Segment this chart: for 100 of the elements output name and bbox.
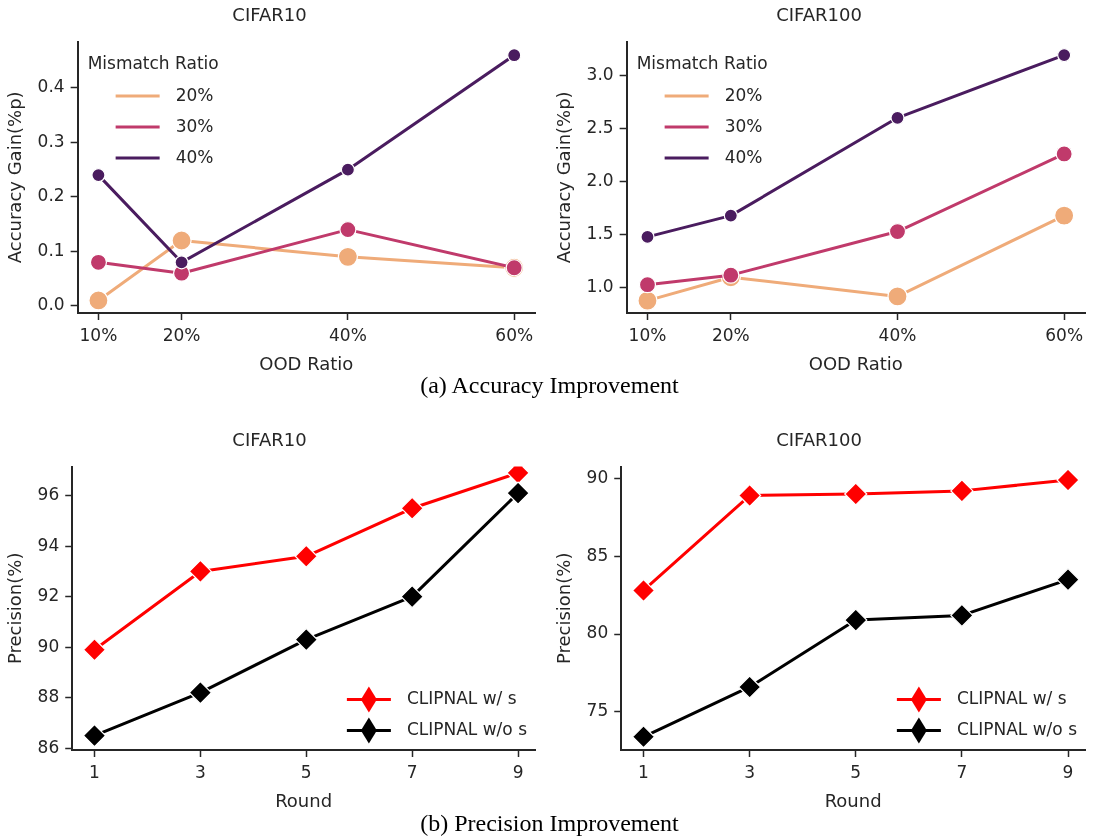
point <box>738 675 762 699</box>
x-tick-label: 5 <box>850 761 862 782</box>
y-tick-label: 85 <box>586 544 609 565</box>
legend-label: 20% <box>175 84 214 105</box>
y-tick-label: 2.5 <box>586 116 614 137</box>
y-tick-label: 0.1 <box>37 239 65 260</box>
x-axis-title: OOD Ratio <box>808 352 903 374</box>
point <box>844 482 868 506</box>
y-axis-title: Precision(%) <box>4 552 26 665</box>
point <box>890 110 905 125</box>
legend-title: Mismatch Ratio <box>87 52 219 73</box>
point <box>400 496 424 520</box>
x-tick-label: 1 <box>638 761 649 782</box>
point <box>1054 205 1075 226</box>
y-tick-label: 92 <box>37 585 60 606</box>
chart-title: CIFAR100 <box>776 4 862 26</box>
point <box>400 585 424 609</box>
y-axis-title: Accuracy Gain(%p) <box>4 91 26 264</box>
point <box>1055 145 1073 163</box>
point <box>637 290 658 311</box>
x-tick-label: 7 <box>956 761 968 782</box>
y-tick-label: 2.0 <box>586 170 614 191</box>
text: (a) Accuracy Improvement <box>419 372 680 399</box>
point <box>888 222 907 241</box>
x-tick-label: 20% <box>162 324 201 345</box>
y-tick-label: 75 <box>586 700 609 721</box>
point <box>844 608 868 632</box>
y-tick-label: 0.0 <box>37 294 65 315</box>
point <box>950 603 974 627</box>
chart-title: CIFAR10 <box>232 429 307 451</box>
y-tick-label: 80 <box>586 622 609 643</box>
x-tick-label: 1 <box>89 761 100 782</box>
x-tick-label: 3 <box>744 761 756 782</box>
point <box>89 253 108 271</box>
x-tick-label: 60% <box>1045 324 1084 345</box>
x-tick-label: 20% <box>711 324 750 345</box>
y-tick-label: 0.2 <box>37 185 65 206</box>
point <box>1056 567 1080 592</box>
y-tick-label: 0.3 <box>37 130 65 151</box>
point <box>631 725 656 749</box>
y-axis-title: Accuracy Gain(%p) <box>553 91 575 264</box>
point <box>631 578 656 603</box>
point <box>82 724 107 748</box>
legend-label: 30% <box>175 115 214 136</box>
point <box>887 286 908 307</box>
point <box>294 628 318 652</box>
point <box>340 162 355 177</box>
point <box>1056 468 1080 492</box>
legend-label: 20% <box>724 84 763 105</box>
point <box>171 230 192 251</box>
point <box>337 246 358 267</box>
x-tick-label: 10% <box>628 324 667 345</box>
legend-label: 30% <box>724 115 763 136</box>
point <box>950 479 974 503</box>
point <box>339 221 357 239</box>
point <box>82 638 107 662</box>
y-tick-label: 88 <box>37 686 60 707</box>
y-tick-label: 94 <box>37 534 60 555</box>
point <box>723 208 738 223</box>
legend-label: 40% <box>724 146 763 167</box>
y-tick-label: 3.0 <box>586 63 614 84</box>
point <box>88 290 109 311</box>
chart-title: CIFAR100 <box>776 429 862 451</box>
point <box>638 276 657 294</box>
x-axis-title: OOD Ratio <box>259 352 354 374</box>
x-axis-title: Round <box>275 789 333 811</box>
legend-label: CLIPNAL w/ s <box>956 687 1067 708</box>
x-tick-label: 40% <box>329 324 367 345</box>
point <box>294 544 318 568</box>
legend-label: CLIPNAL w/o s <box>406 718 528 739</box>
y-tick-label: 90 <box>586 466 609 487</box>
point <box>91 168 106 183</box>
point <box>738 483 762 508</box>
x-axis-title: Round <box>824 789 882 811</box>
point <box>507 48 522 63</box>
x-tick-label: 3 <box>194 761 206 782</box>
point <box>188 681 212 705</box>
point <box>1057 48 1072 63</box>
legend-title: Mismatch Ratio <box>636 52 768 73</box>
legend-label: CLIPNAL w/o s <box>956 718 1078 739</box>
legend-label: 40% <box>175 146 214 167</box>
point <box>640 229 655 244</box>
x-tick-label: 10% <box>79 324 118 345</box>
y-tick-label: 96 <box>37 484 60 505</box>
legend-label: CLIPNAL w/ s <box>406 687 517 708</box>
y-tick-label: 86 <box>37 736 60 757</box>
x-tick-label: 7 <box>406 761 418 782</box>
x-tick-label: 60% <box>495 324 534 345</box>
y-axis-title: Precision(%) <box>553 552 575 665</box>
x-tick-label: 5 <box>300 761 312 782</box>
y-tick-label: 1.5 <box>586 223 614 244</box>
y-tick-label: 1.0 <box>586 276 614 297</box>
x-tick-label: 9 <box>512 761 524 782</box>
point <box>174 255 189 270</box>
x-tick-label: 40% <box>878 324 917 345</box>
text: (b) Precision Improvement <box>419 810 680 837</box>
y-tick-label: 0.4 <box>37 76 65 97</box>
point <box>188 559 212 584</box>
chart-title: CIFAR10 <box>232 4 307 26</box>
point <box>506 481 530 505</box>
